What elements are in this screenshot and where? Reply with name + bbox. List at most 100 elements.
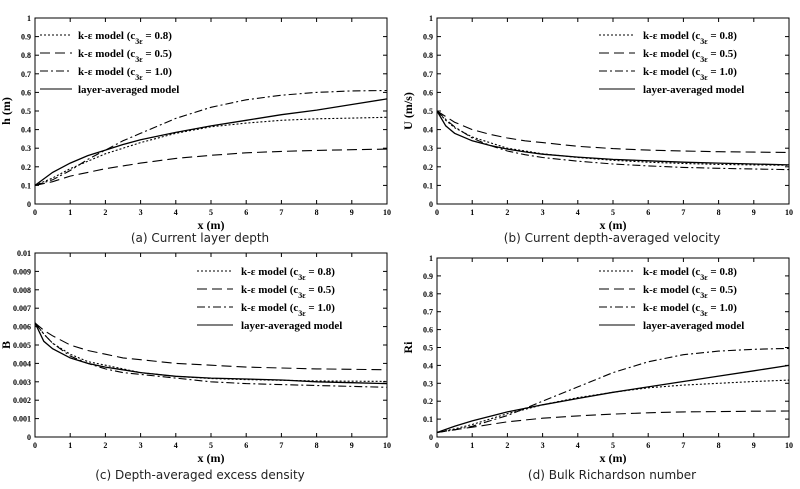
x-tick-label: 0: [33, 441, 37, 450]
legend-entry-b-2: k-ε model (c3ε = 0.5): [643, 48, 737, 64]
series-line-a-1: [34, 116, 388, 186]
y-tick-label: 1: [27, 14, 31, 23]
y-tick-label: 0.003: [13, 378, 31, 387]
x-tick-label: 7: [681, 208, 685, 217]
x-tick-label: 3: [139, 441, 143, 450]
y-tick-label: 0: [27, 200, 31, 209]
legend-entry-c-4: layer-averaged model: [241, 320, 342, 332]
y-tick-label: 0.9: [423, 272, 433, 281]
series-line-d-3: [436, 347, 790, 434]
series-line-a-3: [34, 89, 388, 186]
x-tick-label: 7: [279, 208, 283, 217]
caption-c: (c) Depth-averaged excess density: [95, 468, 305, 482]
y-tick-label: 0.3: [423, 144, 433, 153]
series-line-c-4: [34, 322, 388, 385]
x-axis-label-c: x (m): [198, 451, 225, 465]
chart-c: 0 1 2 3 4 5 6 7 8 9 10 0 0.001 0.002 0.003 0.004 0.005 0.…: [0, 249, 391, 465]
x-tick-label: 8: [315, 208, 319, 217]
x-tick-label: 0: [435, 208, 439, 217]
x-tick-label: 2: [505, 208, 509, 217]
plot-frame-c: [34, 252, 388, 438]
y-tick-label: 0.8: [423, 51, 433, 60]
y-tick-label: 0.5: [21, 107, 31, 116]
plot-frame-a: [34, 17, 388, 205]
x-tick-label: 10: [785, 441, 793, 450]
x-tick-label: 5: [611, 441, 615, 450]
legend-entry-d-2: k-ε model (c3ε = 0.5): [643, 284, 737, 300]
x-tick-label: 6: [646, 441, 650, 450]
y-tick-label: 0.6: [423, 326, 433, 335]
y-tick-label: 1: [429, 14, 433, 23]
series-line-c-2: [34, 322, 388, 371]
legend-entry-d-1: k-ε model (c3ε = 0.8): [643, 266, 737, 282]
legend-entry-a-4: layer-averaged model: [78, 84, 179, 96]
y-tick-label: 0.006: [13, 323, 31, 332]
x-axis-label-a: x (m): [198, 218, 225, 232]
y-tick-label: 0.4: [21, 126, 31, 135]
x-tick-label: 10: [383, 208, 391, 217]
legend-entry-b-3: k-ε model (c3ε = 1.0): [643, 66, 737, 82]
x-tick-label: 2: [103, 441, 107, 450]
plot-frame-b: [436, 17, 790, 205]
x-tick-label: 9: [350, 441, 354, 450]
y-tick-label: 0.1: [423, 181, 433, 190]
legend-entry-c-3: k-ε model (c3ε = 1.0): [241, 302, 335, 318]
x-tick-label: 1: [470, 208, 474, 217]
y-tick-label: 0.002: [13, 396, 31, 405]
y-tick-label: 0.9: [21, 33, 31, 42]
chart-a: 0 1 2 3 4 5 6 7 8 9 10 0 0.1 0.2 0.3 0.4 0.5 0.6 0.7 0.8 0.9…: [0, 14, 391, 232]
y-tick-label: 0.2: [423, 163, 433, 172]
x-tick-label: 8: [717, 208, 721, 217]
x-tick-label: 7: [681, 441, 685, 450]
x-tick-label: 5: [209, 208, 213, 217]
legend-entry-c-1: k-ε model (c3ε = 0.8): [241, 266, 335, 282]
series-line-a-4: [34, 98, 388, 186]
x-tick-label: 2: [505, 441, 509, 450]
x-tick-label: 4: [576, 441, 580, 450]
y-tick-label: 0.6: [423, 88, 433, 97]
x-tick-label: 5: [209, 441, 213, 450]
x-tick-label: 3: [541, 208, 545, 217]
y-tick-label: 0.01: [17, 249, 31, 258]
y-tick-label: 0: [27, 433, 31, 442]
y-tick-label: 0.005: [13, 341, 31, 350]
legend-entry-d-3: k-ε model (c3ε = 1.0): [643, 302, 737, 318]
y-axis-label-b: U (m/s): [401, 92, 415, 130]
series-line-d-2: [436, 410, 790, 434]
series-line-b-2: [436, 110, 790, 154]
y-tick-label: 0.8: [21, 51, 31, 60]
chart-b: 0 1 2 3 4 5 6 7 8 9 10 0 0.1 0.2 0.3 0.4 0.5 0.6 0.7 0.8 0.9…: [401, 14, 793, 232]
y-tick-label: 0.4: [423, 361, 433, 370]
legend-entry-d-4: layer-averaged model: [643, 320, 744, 332]
y-tick-label: 0.1: [423, 415, 433, 424]
x-tick-label: 2: [103, 208, 107, 217]
x-tick-label: 3: [139, 208, 143, 217]
y-tick-label: 0.001: [13, 415, 31, 424]
y-tick-label: 0: [429, 200, 433, 209]
x-tick-label: 7: [279, 441, 283, 450]
legend-entry-b-4: layer-averaged model: [643, 84, 744, 96]
x-tick-label: 8: [717, 441, 721, 450]
x-tick-label: 1: [68, 441, 72, 450]
x-axis-label-b: x (m): [600, 218, 627, 232]
series-line-c-3: [34, 322, 388, 388]
y-tick-label: 0.1: [21, 181, 31, 190]
y-tick-label: 0.5: [423, 107, 433, 116]
y-tick-label: 0.8: [423, 290, 433, 299]
y-axis-label-c: B: [0, 341, 13, 349]
y-tick-label: 0.3: [423, 379, 433, 388]
y-tick-label: 0.007: [13, 304, 31, 313]
x-tick-label: 1: [470, 441, 474, 450]
x-tick-label: 0: [435, 441, 439, 450]
x-tick-label: 9: [350, 208, 354, 217]
x-tick-label: 6: [244, 441, 248, 450]
y-tick-label: 0.7: [423, 70, 433, 79]
x-tick-label: 4: [174, 208, 178, 217]
x-tick-label: 4: [576, 208, 580, 217]
series-line-d-1: [436, 379, 790, 434]
y-tick-label: 0.4: [423, 126, 433, 135]
x-tick-label: 0: [33, 208, 37, 217]
y-tick-label: 1: [429, 254, 433, 263]
y-tick-label: 0.008: [13, 286, 31, 295]
x-tick-label: 9: [752, 441, 756, 450]
